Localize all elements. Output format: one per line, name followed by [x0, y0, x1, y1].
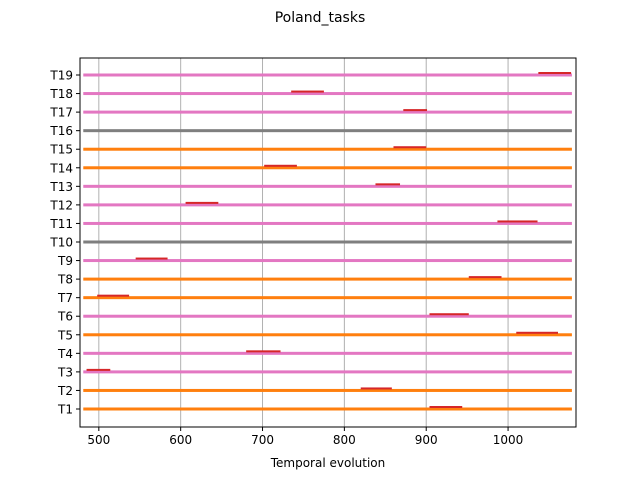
task-bar: [83, 92, 572, 96]
y-tick-label: T4: [57, 347, 73, 361]
y-tick-label: T1: [57, 403, 73, 417]
task-bar: [83, 221, 572, 225]
y-tick-label: T10: [49, 236, 73, 250]
task-bar: [83, 388, 572, 392]
x-axis: 500 600 700 800 900 1000: [87, 427, 523, 447]
x-tick-label: 500: [87, 433, 110, 447]
task-highlight-segment: [97, 294, 130, 297]
task-bar: [83, 407, 572, 411]
task-bar: [83, 296, 572, 300]
task-bar: [83, 351, 572, 355]
task-highlight-segment: [393, 146, 427, 149]
task-highlight-segment: [375, 183, 401, 186]
x-tick-label: 900: [415, 433, 438, 447]
y-tick-label: T7: [57, 291, 73, 305]
task-bar: [83, 203, 572, 207]
task-bar: [83, 166, 572, 170]
x-tick-label: 700: [251, 433, 274, 447]
y-tick-label: T19: [49, 69, 73, 83]
task-highlight-segment: [403, 109, 428, 112]
y-tick-label: T13: [49, 180, 73, 194]
y-tick-label: T14: [49, 161, 73, 175]
task-highlight-segment: [246, 350, 281, 353]
task-highlight-segment: [538, 72, 572, 74]
task-bar: [83, 147, 572, 151]
task-highlight-segment: [264, 164, 297, 167]
y-tick-label: T9: [57, 254, 73, 268]
task-highlight-segment: [185, 201, 219, 204]
y-tick-label: T3: [57, 365, 73, 379]
task-highlight-segment: [291, 90, 324, 93]
task-highlight-segment: [429, 406, 463, 408]
y-tick-label: T8: [57, 273, 73, 287]
highlight-layer: [86, 72, 572, 408]
task-highlight-segment: [86, 368, 111, 371]
y-tick-label: T5: [57, 328, 73, 342]
task-highlight-segment: [516, 331, 558, 334]
x-tick-label: 1000: [493, 433, 524, 447]
y-tick-label: T15: [49, 143, 73, 157]
chart-title: Poland_tasks: [275, 10, 366, 26]
task-highlight-segment: [497, 220, 538, 223]
y-tick-label: T16: [49, 124, 73, 138]
x-tick-label: 600: [169, 433, 192, 447]
task-bar: [83, 370, 572, 374]
task-bar: [83, 314, 572, 318]
task-bar: [83, 333, 572, 337]
task-bar: [83, 184, 572, 188]
y-tick-label: T18: [49, 87, 73, 101]
task-highlight-segment: [135, 257, 168, 260]
task-bar: [83, 129, 572, 133]
y-tick-label: T6: [57, 310, 73, 324]
task-highlight-segment: [360, 387, 392, 390]
task-bar: [83, 73, 572, 77]
task-bar: [83, 110, 572, 114]
y-tick-label: T17: [49, 106, 73, 120]
task-bar: [83, 277, 572, 281]
y-axis: T1 T2 T3 T4 T5 T6 T7 T8 T9 T10 T11 T12 T13 T14 T15 T16 T…: [49, 69, 80, 417]
x-tick-label: 800: [333, 433, 356, 447]
x-axis-label: Temporal evolution: [270, 456, 386, 470]
y-tick-label: T11: [49, 217, 73, 231]
y-tick-label: T2: [57, 384, 73, 398]
y-tick-label: T12: [49, 198, 73, 212]
task-bars-layer: [83, 73, 572, 411]
task-bar: [83, 240, 572, 244]
task-highlight-segment: [429, 313, 469, 316]
task-highlight-segment: [468, 276, 502, 279]
task-bar: [83, 259, 572, 263]
